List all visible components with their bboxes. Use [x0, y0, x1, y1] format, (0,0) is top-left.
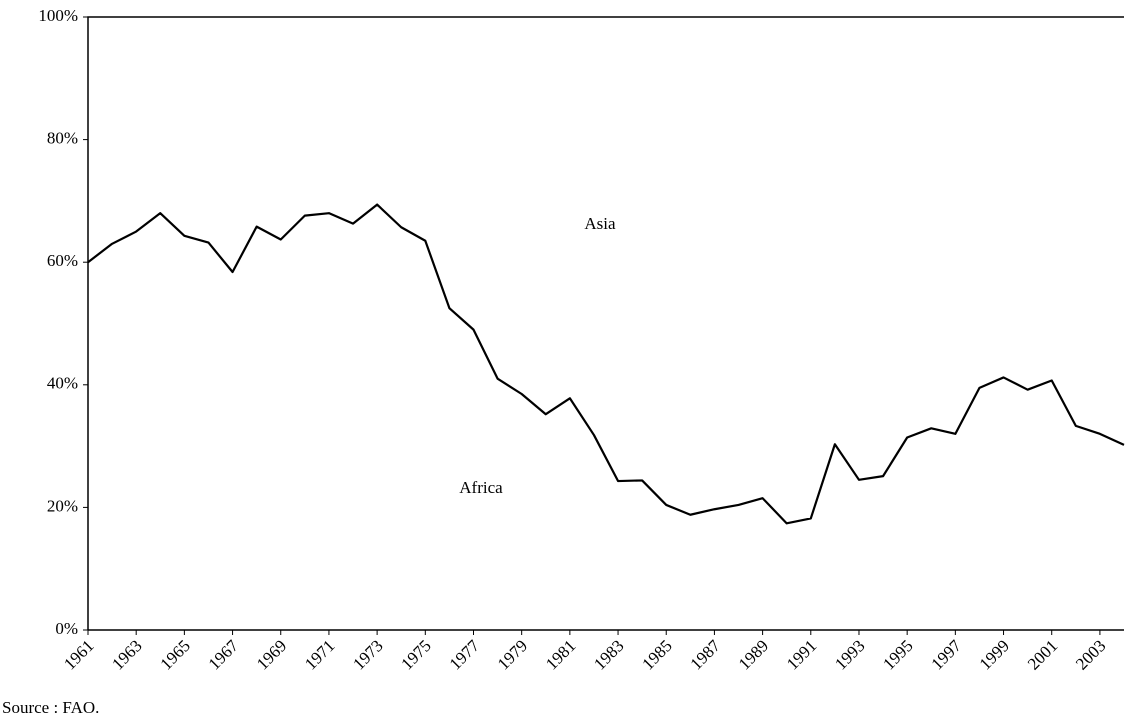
x-tick-label: 1995 — [879, 636, 916, 673]
y-tick-label: 40% — [47, 374, 78, 393]
x-tick-label: 1963 — [108, 636, 145, 673]
x-tick-label: 1969 — [253, 636, 290, 673]
plot-frame — [87, 16, 1124, 631]
x-tick-label: 1981 — [542, 636, 579, 673]
region-label: Africa — [459, 478, 503, 497]
region-label: Asia — [584, 214, 616, 233]
x-tick-label: 1987 — [687, 636, 725, 674]
y-tick-label: 0% — [55, 619, 78, 638]
x-tick-label: 2001 — [1024, 636, 1061, 673]
x-tick-label: 1999 — [976, 636, 1013, 673]
x-tick-label: 1979 — [494, 636, 531, 673]
x-tick-label: 2003 — [1072, 636, 1109, 673]
y-tick-label: 80% — [47, 129, 78, 148]
x-tick-label: 1993 — [831, 636, 868, 673]
x-tick-label: 1985 — [638, 636, 675, 673]
x-tick-label: 1961 — [60, 636, 97, 673]
source-note: Source : FAO. — [2, 698, 99, 717]
x-tick-label: 1997 — [927, 636, 965, 674]
x-tick-label: 1967 — [205, 636, 243, 674]
x-tick-label: 1991 — [783, 636, 820, 673]
x-tick-label: 1975 — [397, 636, 434, 673]
y-tick-label: 20% — [47, 496, 78, 515]
x-tick-label: 1973 — [349, 636, 386, 673]
data-line — [87, 203, 1125, 525]
x-tick-label: 1965 — [156, 636, 193, 673]
y-tick-label: 100% — [38, 6, 78, 25]
x-tick-label: 1971 — [301, 636, 338, 673]
x-tick-label: 1989 — [735, 636, 772, 673]
y-tick-label: 60% — [47, 251, 78, 270]
x-tick-label: 1983 — [590, 636, 627, 673]
x-tick-label: 1977 — [446, 636, 484, 674]
